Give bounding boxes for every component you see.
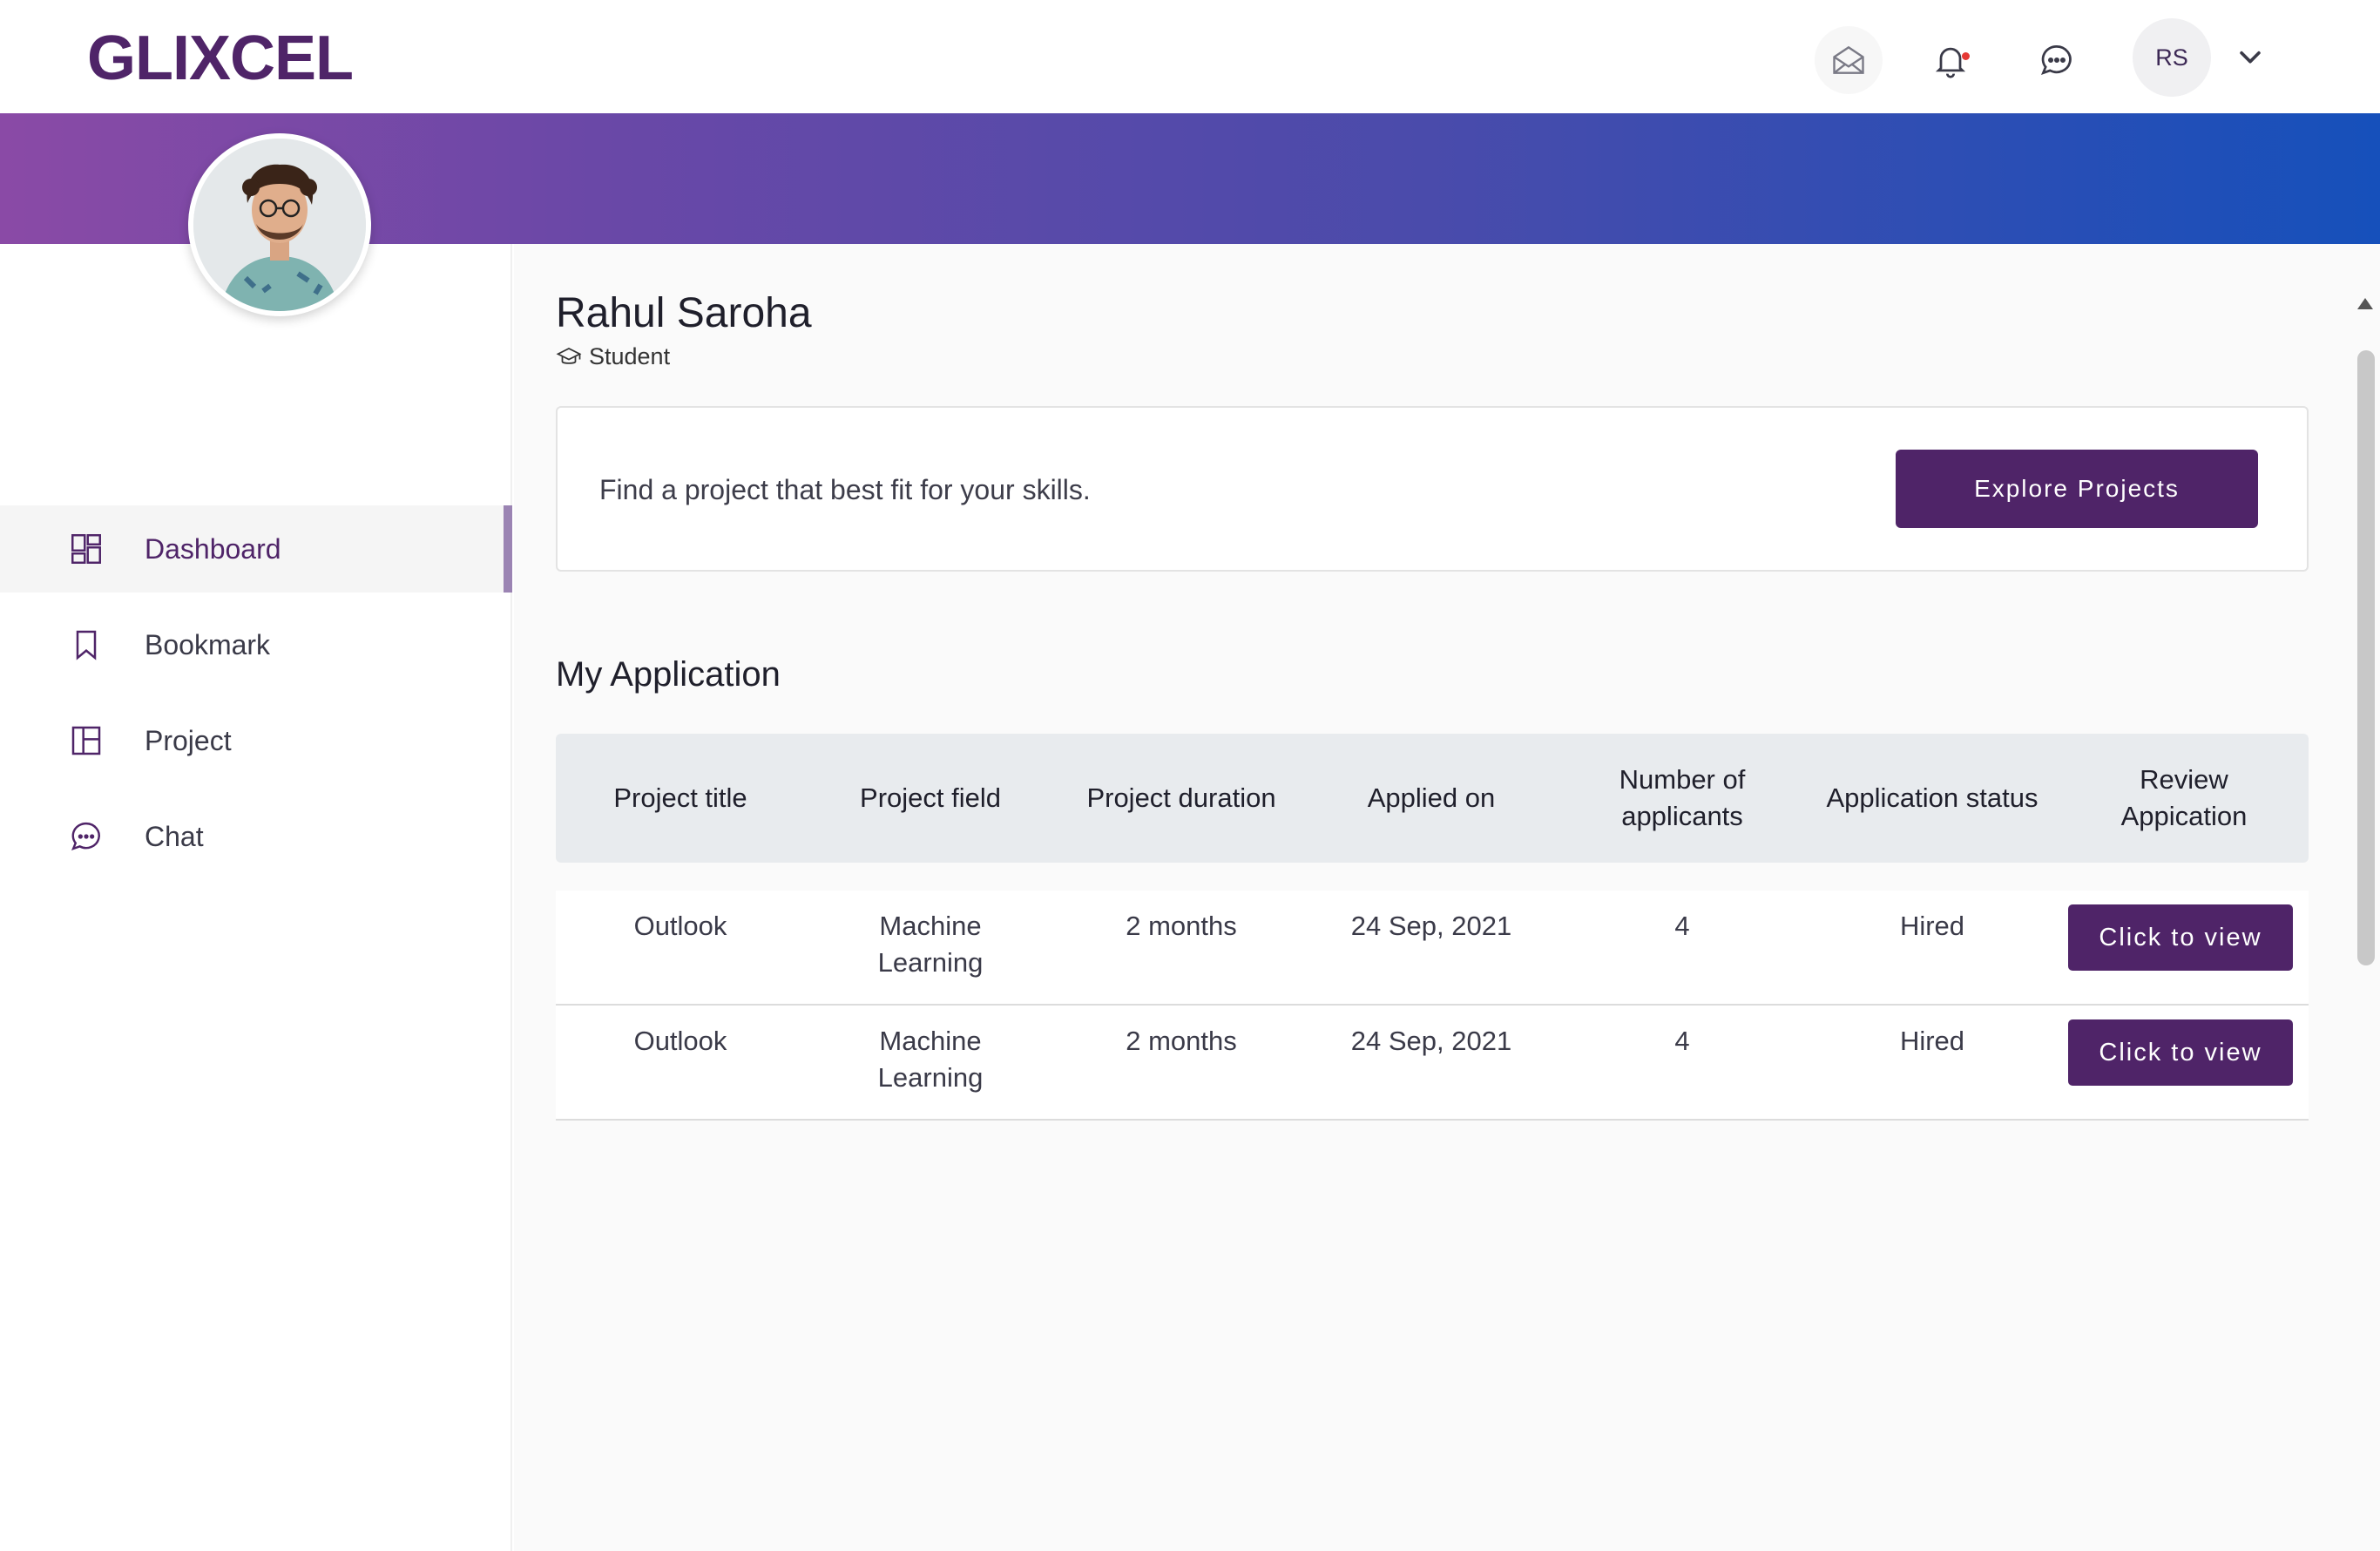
profile-photo[interactable] [188, 133, 371, 316]
bookmark-icon [66, 625, 106, 665]
profile-photo-image [193, 139, 366, 311]
click-to-view-button[interactable]: Click to view [2068, 1019, 2293, 1086]
user-avatar[interactable]: RS [2133, 18, 2211, 97]
messages-button[interactable] [2023, 26, 2091, 94]
table-row: Outlook Machine Learning 2 months 24 Sep… [556, 1006, 2309, 1121]
explore-projects-card: Find a project that best fit for your sk… [556, 406, 2309, 572]
table-row: Outlook Machine Learning 2 months 24 Sep… [556, 891, 2309, 1006]
explore-projects-button[interactable]: Explore Projects [1896, 450, 2258, 528]
project-icon [66, 721, 106, 761]
sidebar-item-label: Bookmark [145, 628, 271, 660]
notification-dot [1962, 52, 1970, 60]
applications-table-header: Project title Project field Project dura… [556, 734, 2309, 863]
column-header: Project field [860, 782, 1001, 813]
app-logo[interactable]: GLIXCEL [87, 24, 354, 93]
sidebar-item-chat[interactable]: Chat [0, 793, 512, 880]
column-header: Project title [613, 782, 747, 813]
sidebar-item-dashboard[interactable]: Dashboard [0, 505, 512, 593]
sidebar-item-bookmark[interactable]: Bookmark [0, 601, 512, 688]
column-header: Application status [1826, 782, 2039, 813]
cell-project-duration: 2 months [1126, 1026, 1237, 1056]
mail-icon [1833, 45, 1864, 74]
sidebar-item-label: Dashboard [145, 532, 281, 565]
cell-project-title: Outlook [633, 1026, 727, 1056]
profile-name: Rahul Saroha [556, 290, 812, 336]
scroll-up-arrow[interactable] [2357, 298, 2373, 309]
cell-project-field: Machine Learning [877, 1026, 984, 1093]
bell-icon [1935, 47, 1966, 78]
sidebar-item-project[interactable]: Project [0, 697, 512, 784]
account-menu-toggle[interactable] [2230, 37, 2270, 77]
cell-project-duration: 2 months [1126, 911, 1237, 941]
cell-applied-on: 24 Sep, 2021 [1350, 911, 1512, 941]
sidebar: Dashboard Bookmark Project Chat [0, 244, 512, 1551]
top-navigation-bar: GLIXCEL RS [0, 0, 2380, 113]
sidebar-item-label: Chat [145, 820, 204, 852]
mail-button[interactable] [1815, 26, 1883, 94]
scrollbar-thumb[interactable] [2357, 350, 2375, 965]
cell-number-of-applicants: 4 [1674, 1026, 1690, 1056]
sidebar-item-label: Project [145, 724, 232, 756]
chat-bubble-icon [2041, 45, 2072, 75]
profile-role-label: Student [589, 343, 671, 369]
main-content: Rahul Saroha Student Find a project that… [514, 244, 2380, 1551]
chevron-down-icon [2240, 51, 2261, 64]
promo-text: Find a project that best fit for your sk… [599, 474, 1091, 505]
cell-project-title: Outlook [633, 911, 727, 941]
cell-project-field: Machine Learning [877, 911, 984, 978]
click-to-view-button[interactable]: Click to view [2068, 904, 2293, 971]
dashboard-icon [66, 529, 106, 569]
cell-number-of-applicants: 4 [1674, 911, 1690, 941]
profile-cover-banner [0, 113, 2380, 244]
graduation-cap-icon [556, 347, 582, 364]
column-header: Applied on [1367, 782, 1496, 813]
column-header: Review Appication [2120, 764, 2248, 831]
cell-application-status: Hired [1899, 911, 1965, 941]
applications-section-title: My Application [556, 655, 781, 694]
profile-role: Student [556, 343, 670, 370]
cell-applied-on: 24 Sep, 2021 [1350, 1026, 1512, 1056]
cell-application-status: Hired [1899, 1026, 1965, 1056]
column-header: Project duration [1086, 782, 1276, 813]
column-header: Number of applicants [1619, 764, 1746, 831]
chat-icon [66, 816, 106, 857]
notifications-button[interactable] [1917, 26, 1984, 94]
